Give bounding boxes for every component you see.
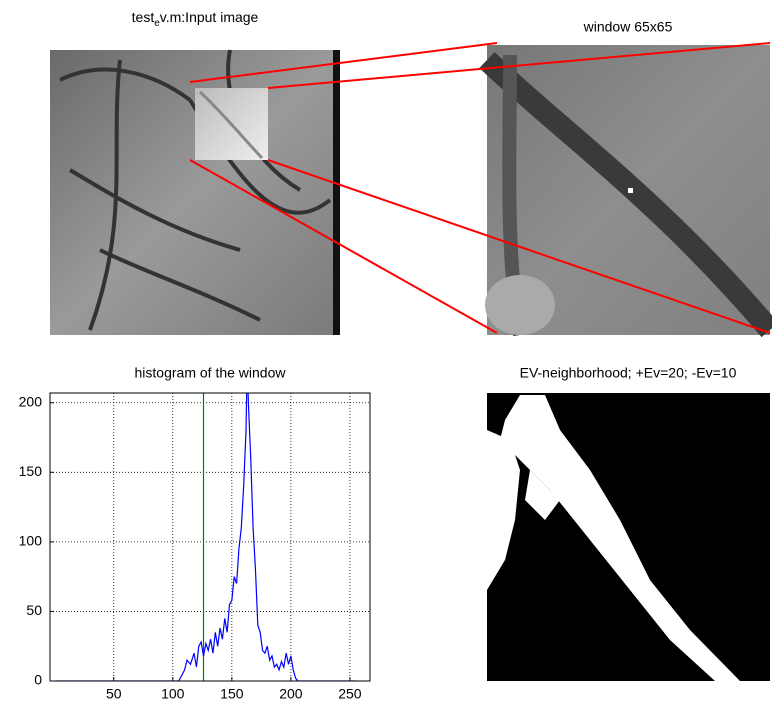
panel-title: EV-neighborhood; +Ev=20; -Ev=10 bbox=[520, 365, 737, 381]
y-tick-label: 150 bbox=[19, 463, 43, 479]
panel-title: testev.m:Input image bbox=[132, 9, 259, 29]
y-tick-label: 50 bbox=[26, 602, 42, 618]
y-tick-label: 0 bbox=[34, 672, 42, 688]
input-image bbox=[50, 50, 340, 335]
figure: testev.m:Input image window 65x65 histog… bbox=[0, 0, 772, 708]
x-tick-label: 100 bbox=[161, 686, 185, 702]
panel-title: histogram of the window bbox=[135, 365, 287, 381]
ev-image bbox=[487, 393, 770, 681]
x-tick-label: 50 bbox=[106, 686, 122, 702]
y-tick-label: 200 bbox=[19, 393, 43, 409]
plot-area bbox=[50, 393, 370, 681]
x-tick-label: 150 bbox=[220, 686, 244, 702]
y-tick-label: 100 bbox=[19, 533, 43, 549]
title-text: v.m:Input image bbox=[160, 9, 259, 25]
x-tick-label: 250 bbox=[338, 686, 362, 702]
window-image bbox=[485, 45, 770, 335]
x-tick-label: 200 bbox=[279, 686, 303, 702]
panel-title: window 65x65 bbox=[583, 19, 673, 35]
title-text: test bbox=[132, 9, 155, 25]
histogram: 50 100 150 200 250 0 50 100 150 200 bbox=[19, 361, 370, 702]
